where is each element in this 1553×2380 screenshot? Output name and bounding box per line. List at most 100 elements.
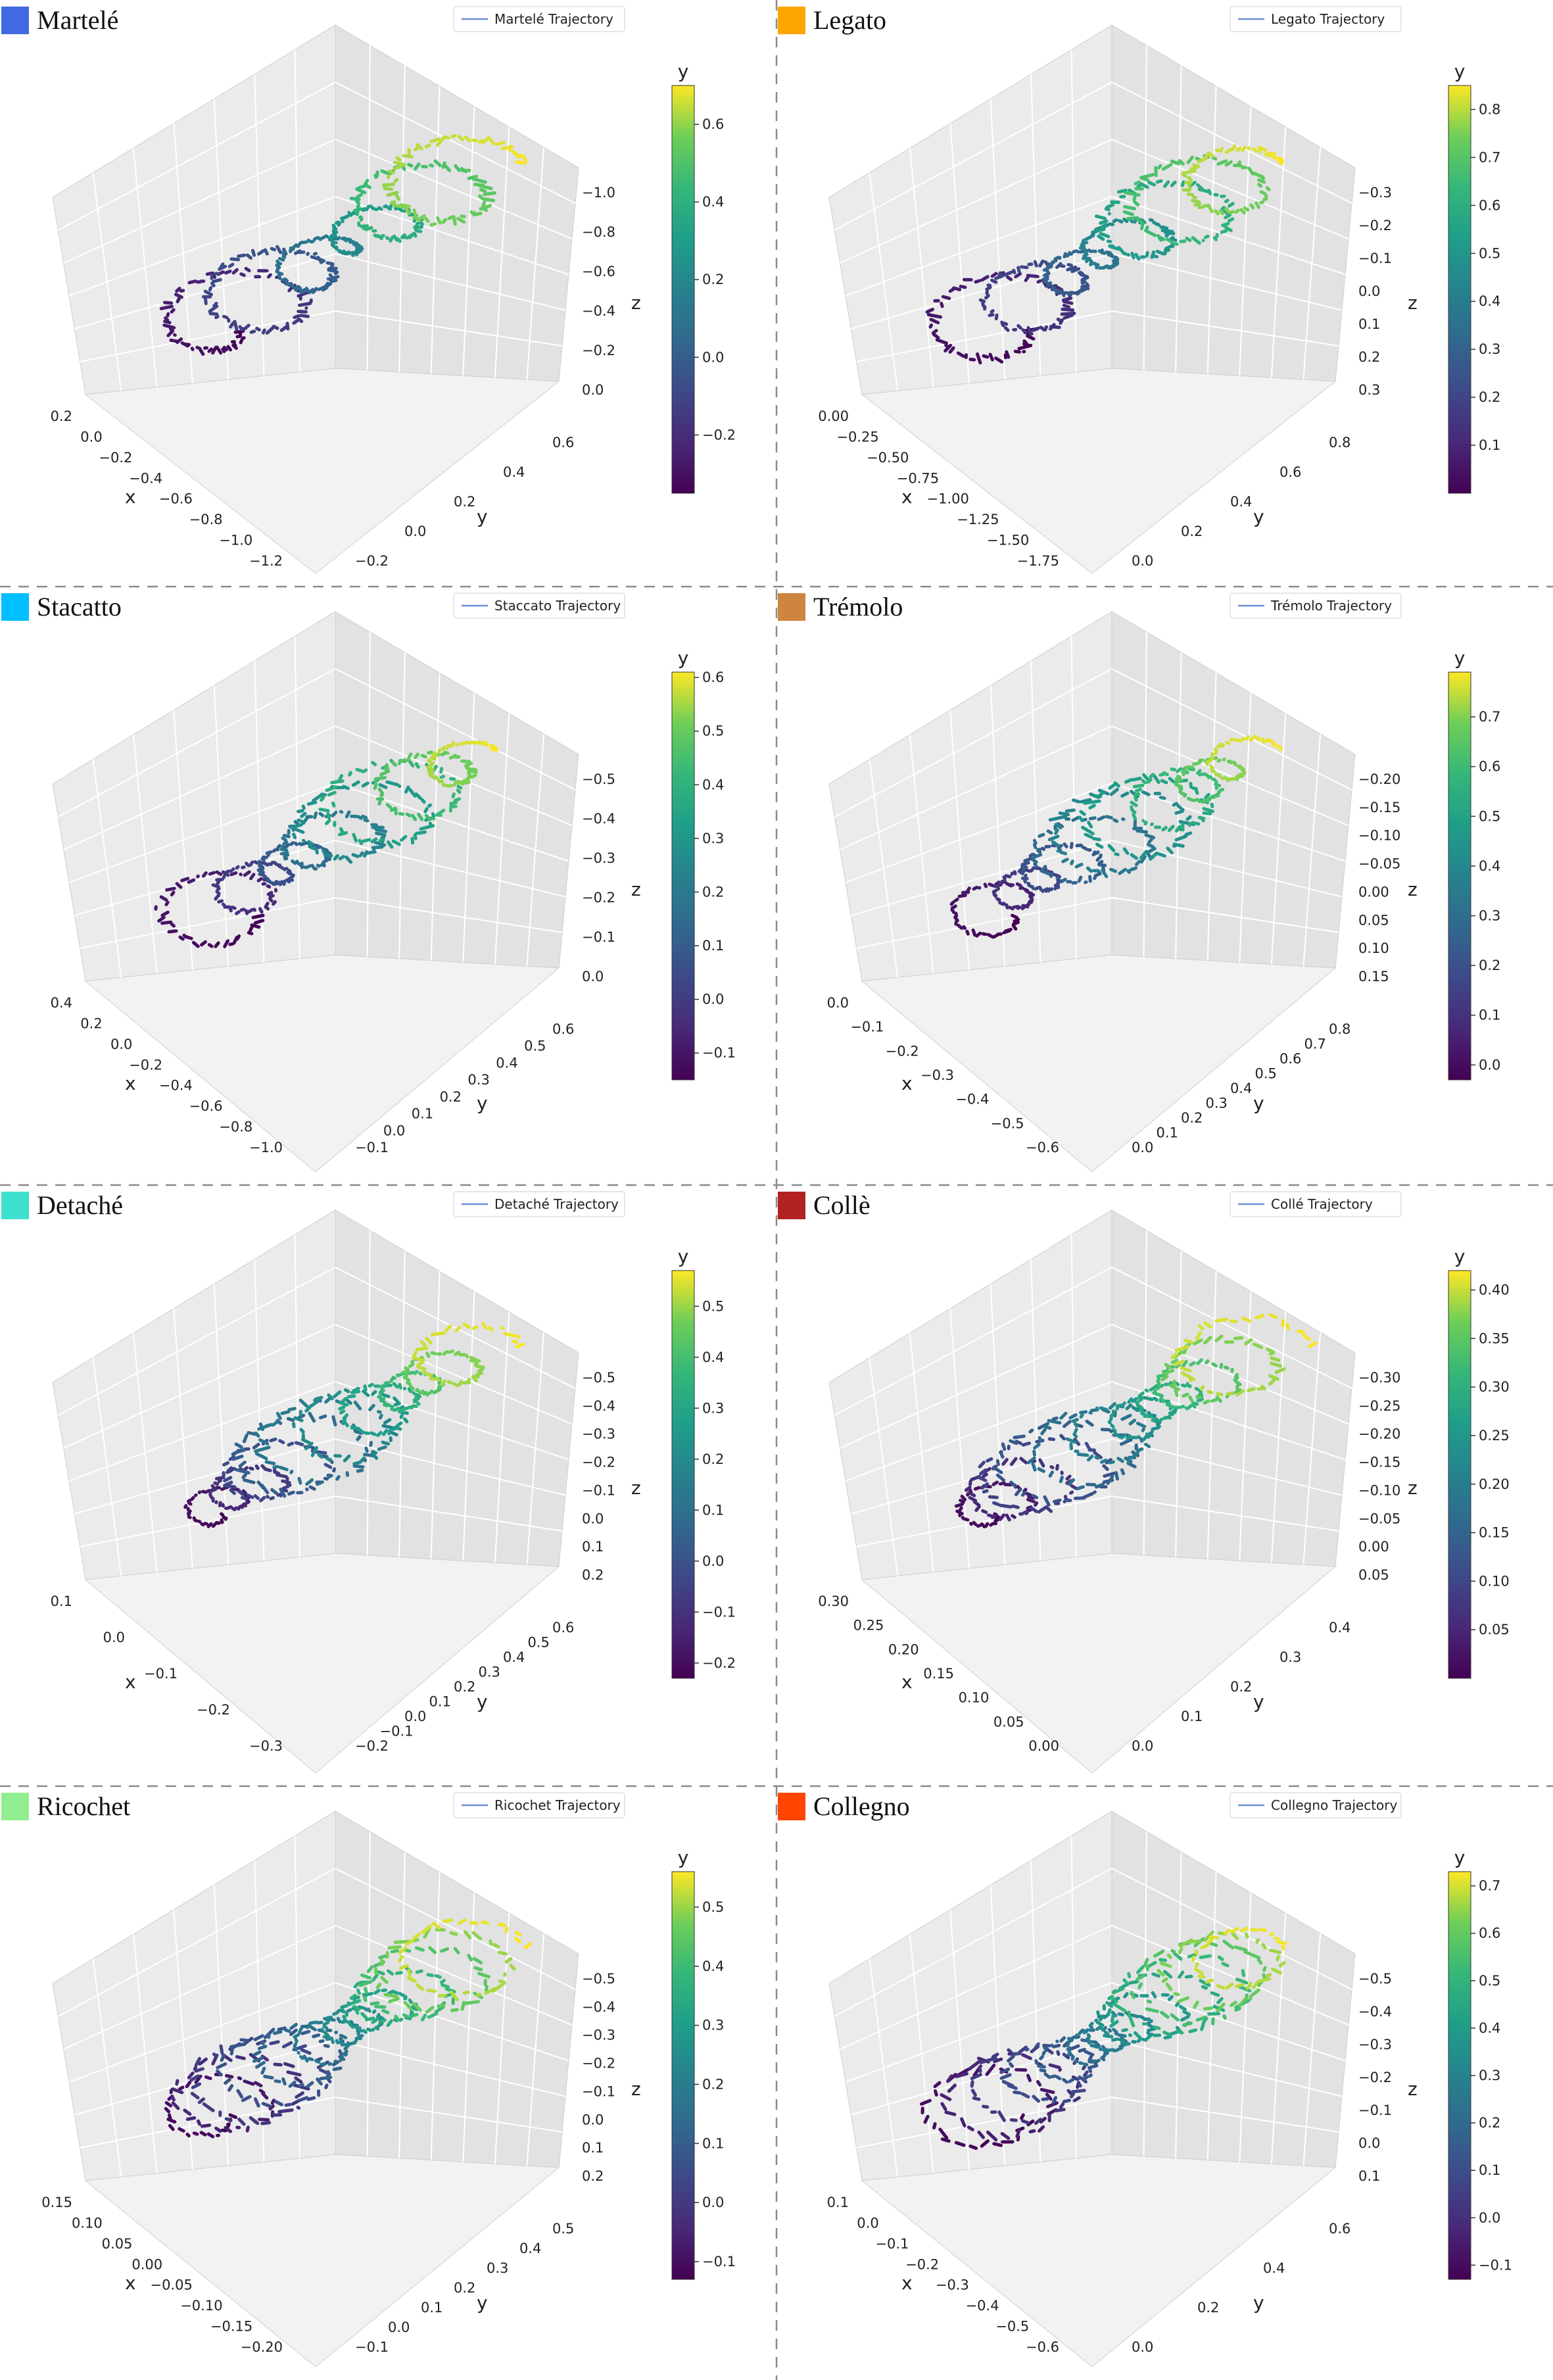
- x-axis-label: x: [901, 1073, 913, 1094]
- trajectory-segment: [275, 262, 283, 267]
- trajectory-segment: [1237, 765, 1244, 770]
- trajectory-segment: [162, 324, 176, 329]
- trajectory-segment: [416, 220, 423, 226]
- trajectory-segment: [1079, 810, 1086, 816]
- panel-title: Collè: [813, 1190, 871, 1220]
- trajectory-segment: [327, 268, 338, 274]
- trajectory-segment: [1259, 190, 1266, 195]
- grid-line: [74, 1438, 336, 1515]
- colorbar-tick-label: 0.6: [1479, 197, 1500, 213]
- trajectory-segment: [1144, 833, 1156, 840]
- trajectory-segment: [1153, 1396, 1159, 1402]
- trajectory-segment: [1126, 1434, 1132, 1440]
- trajectory-segment: [393, 164, 404, 170]
- trajectory-segment: [379, 1958, 384, 1966]
- trajectory-segment: [379, 2021, 384, 2026]
- trajectory-segment: [396, 1407, 402, 1413]
- trajectory-segment: [383, 1418, 392, 1424]
- trajectory-segment: [331, 228, 336, 233]
- trajectory-segment: [1193, 1338, 1203, 1346]
- grid-line: [840, 1324, 1112, 1449]
- trajectory-segment: [1266, 151, 1273, 158]
- trajectory-segment: [1091, 850, 1100, 857]
- z-tick-label: 0.2: [582, 1567, 604, 1583]
- trajectory-segment: [463, 1930, 472, 1939]
- trajectory-segment: [1061, 289, 1066, 297]
- trajectory-segment: [375, 831, 387, 837]
- trajectory-segment: [1037, 1467, 1045, 1473]
- trajectory-segment: [1103, 1471, 1117, 1478]
- trajectory-segment: [212, 278, 222, 283]
- z-tick-label: −0.2: [582, 1455, 615, 1470]
- trajectory-segment: [355, 767, 363, 773]
- trajectory-segment: [1147, 852, 1152, 858]
- trajectory: [920, 1926, 1287, 2150]
- z-axis-label: z: [1408, 1477, 1418, 1499]
- trajectory-segment: [366, 1991, 374, 1997]
- trajectory-segment: [197, 2097, 206, 2104]
- pane-right: [1111, 1209, 1356, 1567]
- trajectory-segment: [277, 2108, 294, 2114]
- x-tick-label: 0.00: [1028, 1738, 1059, 1754]
- trajectory-segment: [1062, 299, 1074, 305]
- trajectory-segment: [221, 902, 226, 907]
- trajectory-segment: [477, 139, 485, 144]
- trajectory-segment: [168, 2124, 175, 2131]
- trajectory-segment: [369, 205, 375, 210]
- trajectory-segment: [970, 2089, 977, 2097]
- trajectory-segment: [1251, 1988, 1260, 1997]
- panel-title: Stacatto: [37, 592, 122, 621]
- grid-line: [57, 668, 336, 817]
- trajectory-segment: [1174, 783, 1183, 789]
- trajectory-segment: [1222, 757, 1226, 762]
- x-tick-label: −1.0: [249, 1140, 283, 1155]
- trajectory-segment: [1139, 850, 1149, 860]
- y-tick-label: 0.6: [552, 1021, 574, 1037]
- trajectory-segment: [1135, 829, 1148, 834]
- trajectory-segment: [1066, 263, 1073, 267]
- trajectory-segment: [1096, 2010, 1101, 2016]
- trajectory: [164, 1918, 533, 2139]
- trajectory-segment: [238, 325, 244, 331]
- trajectory-segment: [314, 1396, 323, 1401]
- trajectory-segment: [1110, 200, 1120, 205]
- trajectory-segment: [414, 752, 419, 760]
- trajectory-segment: [228, 2113, 238, 2120]
- panel-title: Collegno: [813, 1791, 910, 1821]
- trajectory-segment: [308, 844, 316, 851]
- panel-badge: [1, 7, 29, 34]
- trajectory-segment: [503, 1972, 507, 1977]
- trajectory-segment: [1235, 1983, 1245, 1988]
- trajectory-segment: [1116, 1457, 1124, 1463]
- x-tick-label: 0.1: [51, 1593, 72, 1609]
- trajectory-segment: [249, 925, 254, 933]
- trajectory-segment: [263, 248, 269, 256]
- trajectory-segment: [441, 1983, 450, 1989]
- trajectory-segment: [961, 1516, 966, 1520]
- trajectory-segment: [238, 1461, 247, 1468]
- trajectory-segment: [1111, 2037, 1119, 2042]
- trajectory-segment: [1097, 2026, 1105, 2031]
- trajectory-segment: [318, 1414, 327, 1420]
- trajectory-segment: [1013, 917, 1020, 923]
- trajectory-segment: [252, 2050, 262, 2056]
- trajectory-segment: [378, 783, 388, 789]
- trajectory-segment: [229, 257, 241, 262]
- trajectory-segment: [934, 2089, 938, 2097]
- trajectory-segment: [1164, 1363, 1172, 1369]
- trajectory-segment: [368, 1403, 375, 1411]
- trajectory-segment: [355, 246, 359, 250]
- trajectory-segment: [420, 222, 424, 228]
- trajectory-segment: [1178, 2004, 1187, 2011]
- trajectory-segment: [523, 158, 528, 162]
- x-tick-label: 0.15: [923, 1666, 954, 1682]
- trajectory-segment: [976, 1475, 988, 1482]
- legend: Martelé Trajectory: [453, 6, 625, 32]
- trajectory-segment: [1054, 823, 1063, 829]
- trajectory-segment: [1221, 1962, 1230, 1968]
- trajectory-segment: [1207, 189, 1212, 195]
- trajectory-segment: [1070, 267, 1081, 274]
- x-tick-label: 0.15: [41, 2195, 72, 2210]
- trajectory-segment: [208, 871, 216, 876]
- trajectory-segment: [217, 899, 224, 904]
